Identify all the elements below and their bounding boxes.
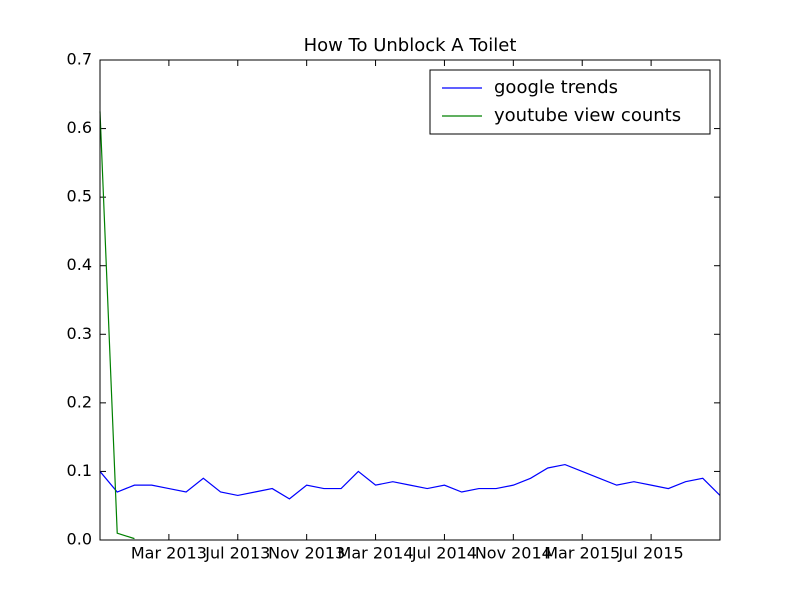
y-tick-label: 0.2: [67, 392, 92, 411]
y-tick-label: 0.1: [67, 461, 92, 480]
x-tick-label: Jul 2015: [618, 544, 684, 563]
y-tick-label: 0.7: [67, 50, 92, 69]
legend-label: youtube view counts: [494, 105, 681, 126]
x-tick-label: Nov 2013: [268, 544, 345, 563]
y-tick-label: 0.5: [67, 187, 92, 206]
series-line: [99, 111, 135, 540]
y-tick-label: 0.6: [67, 118, 92, 137]
x-tick-label: Mar 2013: [131, 544, 207, 563]
x-tick-label: Nov 2014: [475, 544, 552, 563]
y-tick-label: 0.4: [67, 255, 92, 274]
y-tick-label: 0.3: [67, 324, 92, 343]
x-tick-label: Mar 2014: [338, 544, 414, 563]
y-tick-label: 0.0: [67, 530, 92, 549]
series-line: [99, 463, 721, 500]
legend-box: [429, 69, 711, 135]
plot-frame: [99, 59, 721, 541]
legend-label: google trends: [494, 77, 618, 98]
x-tick-label: Jul 2014: [411, 544, 477, 563]
x-tick-label: Jul 2013: [204, 544, 270, 563]
chart-title: How To Unblock A Toilet: [304, 35, 517, 56]
x-tick-label: Mar 2015: [544, 544, 620, 563]
